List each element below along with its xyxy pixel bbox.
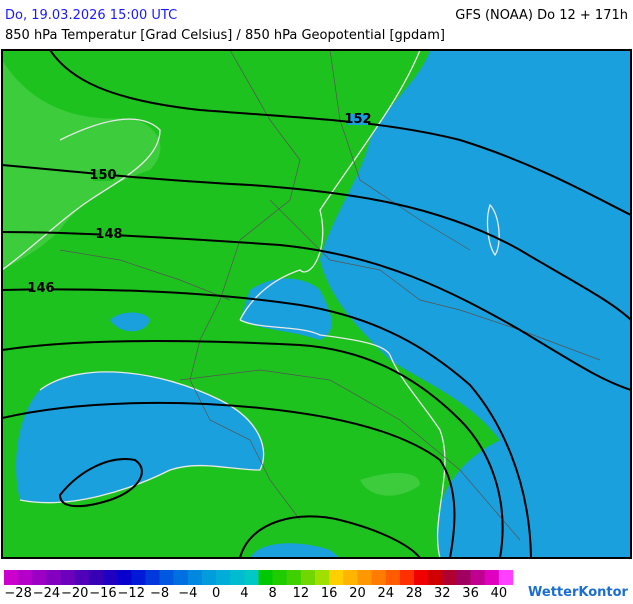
scale-swatch	[102, 570, 118, 585]
scale-swatch	[272, 570, 288, 585]
scale-swatch	[399, 570, 415, 585]
model-header: GFS (NOAA) Do 12 + 171h	[455, 8, 628, 23]
scale-swatch	[470, 570, 486, 585]
scale-label: 28	[406, 586, 423, 600]
scale-label: 12	[293, 586, 310, 600]
contour-label: 152	[344, 112, 371, 127]
scale-swatch	[187, 570, 203, 585]
scale-swatch	[201, 570, 217, 585]
scale-label: −28	[4, 586, 31, 600]
scale-swatch	[46, 570, 61, 585]
contour-label: 148	[95, 227, 122, 242]
map-frame	[1, 49, 632, 559]
scale-label: 8	[268, 586, 276, 600]
scale-swatch	[315, 570, 330, 585]
scale-swatch	[371, 570, 387, 585]
scale-label: 24	[377, 586, 394, 600]
scale-swatch	[4, 570, 19, 585]
date-header: Do, 19.03.2026 15:00 UTC	[5, 8, 177, 23]
scale-swatch	[216, 570, 231, 585]
scale-label: −12	[118, 586, 145, 600]
scale-swatch	[74, 570, 90, 585]
scale-swatch	[329, 570, 344, 585]
scale-swatch	[230, 570, 245, 585]
scale-swatch	[357, 570, 372, 585]
scale-label: 4	[240, 586, 248, 600]
scale-swatch	[286, 570, 302, 585]
scale-swatch	[498, 570, 514, 585]
contour-label: 146	[27, 281, 54, 296]
scale-swatch	[428, 570, 443, 585]
scale-label: 40	[491, 586, 508, 600]
scale-label: −16	[89, 586, 116, 600]
scale-swatch	[131, 570, 146, 585]
scale-swatch	[442, 570, 457, 585]
scale-swatch	[32, 570, 47, 585]
color-scale: −28 −24 −20 −16 −12 −8 −4 0 4 8 12 16 20 24 28 32 36 40	[4, 570, 514, 601]
scale-swatch	[343, 570, 358, 585]
scale-label: 36	[462, 586, 479, 600]
map: 152 150 148 146	[2, 50, 631, 558]
scale-swatch	[145, 570, 160, 585]
scale-swatch	[456, 570, 471, 585]
scale-label: −8	[150, 586, 169, 600]
scale-label: 20	[349, 586, 366, 600]
scale-swatch	[173, 570, 189, 585]
scale-swatch	[18, 570, 33, 585]
logo: WetterKontor	[528, 585, 629, 600]
scale-label: −4	[178, 586, 197, 600]
scale-swatch	[484, 570, 500, 585]
scale-swatch	[60, 570, 75, 585]
scale-label: 0	[212, 586, 220, 600]
scale-label: 16	[321, 586, 338, 600]
contour-label: 150	[89, 168, 116, 183]
subtitle: 850 hPa Temperatur [Grad Celsius] / 850 …	[5, 28, 445, 43]
scale-swatch	[159, 570, 174, 585]
scale-swatch	[258, 570, 273, 585]
scale-swatch	[117, 570, 132, 585]
scale-swatch	[414, 570, 429, 585]
scale-label: 32	[434, 586, 451, 600]
scale-swatch	[385, 570, 401, 585]
scale-swatch	[88, 570, 104, 585]
scale-swatch	[300, 570, 316, 585]
scale-label: −24	[33, 586, 60, 600]
scale-swatch	[244, 570, 259, 585]
scale-label: −20	[61, 586, 88, 600]
